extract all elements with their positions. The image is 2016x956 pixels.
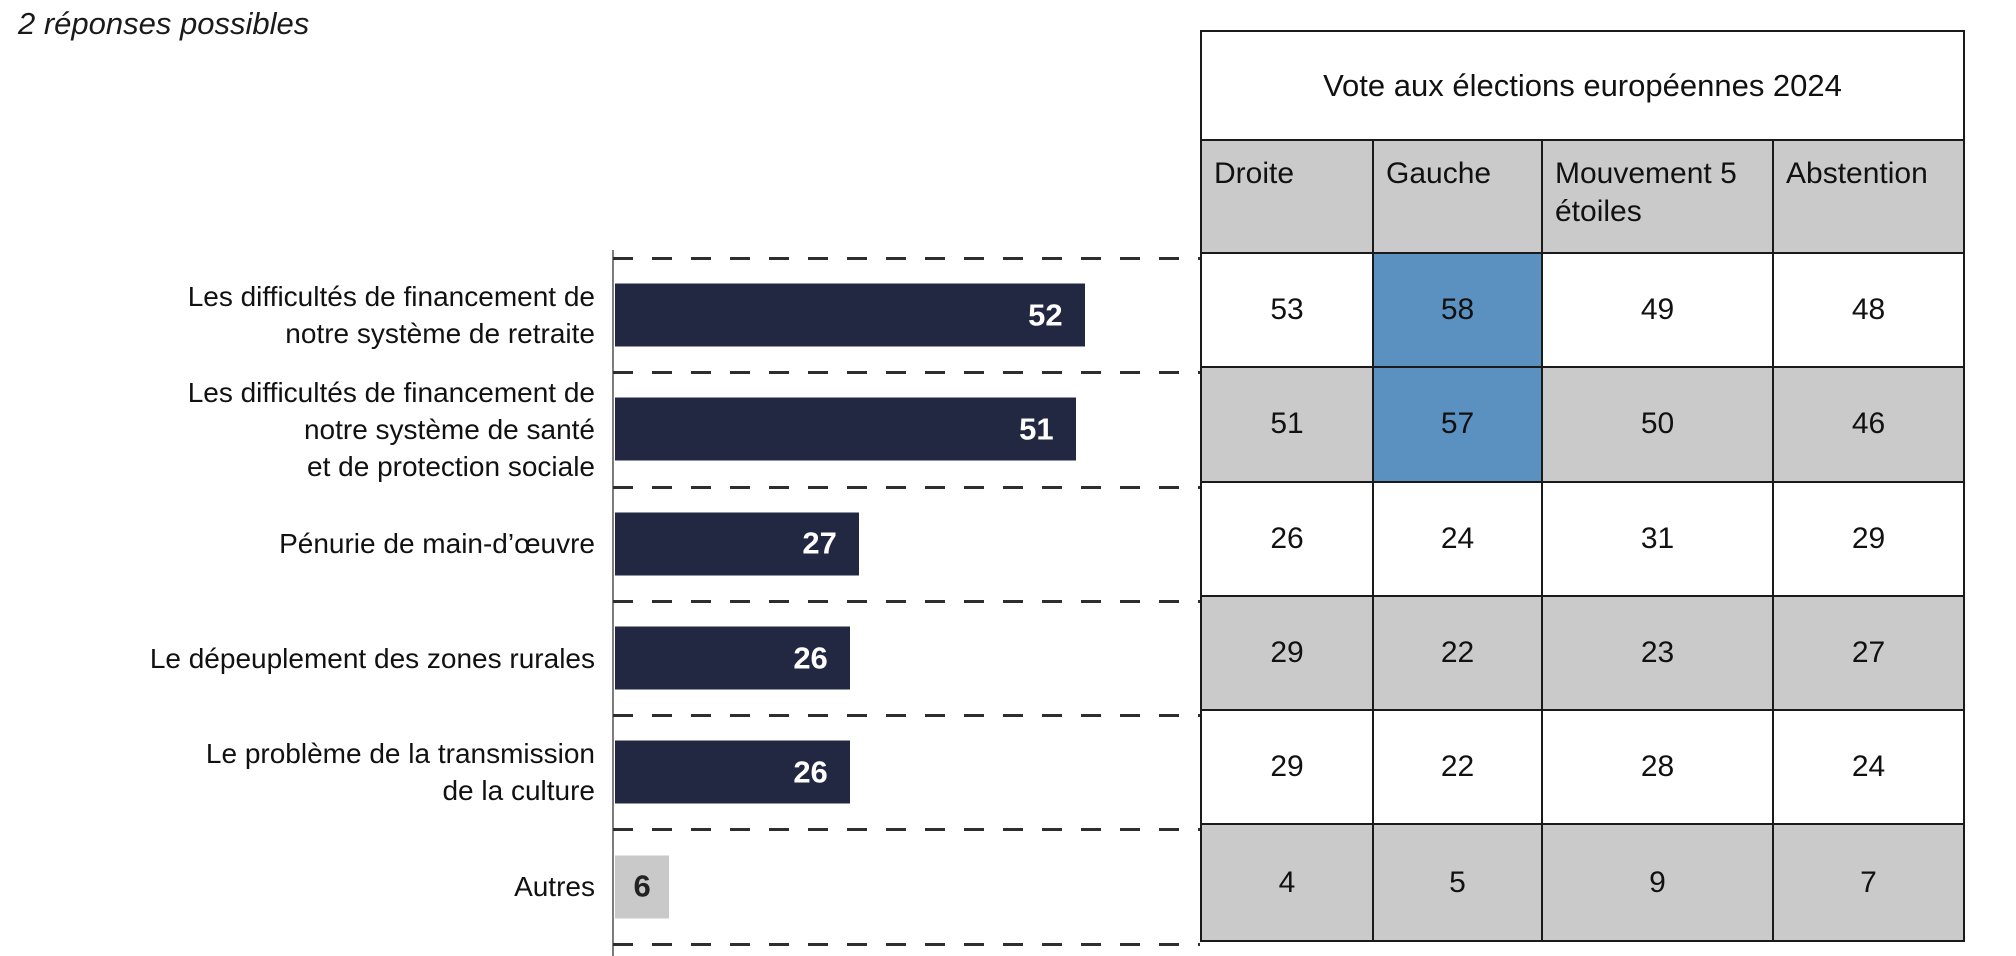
chart-row: Autres 6: [0, 828, 1200, 943]
bar-category-label: Les difficultés de financement de notre …: [187, 281, 595, 350]
table-cell: 29: [1202, 711, 1374, 826]
dashed-gridline: [613, 371, 1200, 375]
bar-value-label: 27: [802, 525, 837, 561]
table-cell: 57: [1374, 368, 1543, 483]
bar-category-label: Autres: [514, 871, 595, 903]
dashed-gridline: [613, 828, 1200, 832]
table-cell: 26: [1202, 482, 1374, 597]
bar-value-label: 51: [1019, 411, 1054, 447]
bar: 6: [615, 855, 670, 919]
bar-value-label: 6: [633, 868, 651, 904]
table-cell: 22: [1374, 711, 1543, 826]
bar: 52: [615, 283, 1085, 347]
bar: 26: [615, 626, 850, 690]
table-cell: 29: [1202, 596, 1374, 712]
table-cell: 27: [1774, 596, 1963, 712]
table-cell: 48: [1774, 254, 1963, 369]
chart-row: Pénurie de main-d’œuvre 27: [0, 485, 1200, 601]
bar: 51: [615, 397, 1076, 461]
table-cell: 24: [1774, 711, 1963, 826]
table-cell: 58: [1374, 254, 1543, 369]
table-cell: 23: [1543, 596, 1774, 712]
vote-breakdown-table: Vote aux élections européennes 2024 Droi…: [1200, 30, 1965, 942]
column-header-mouvement-5-etoiles: Mouvement 5 étoiles: [1543, 141, 1774, 254]
chart-row: Le problème de la transmission de la cul…: [0, 714, 1200, 829]
dashed-gridline: [613, 485, 1200, 489]
table-cell: 7: [1774, 825, 1963, 940]
table-cell: 22: [1374, 596, 1543, 712]
table-cell: 49: [1543, 254, 1774, 369]
column-header-droite: Droite: [1202, 141, 1374, 254]
bar-category-label: Le problème de la transmission de la cul…: [205, 738, 595, 807]
table-cell: 9: [1543, 825, 1774, 940]
table-cell: 28: [1543, 711, 1774, 826]
chart-axis-line: [612, 250, 614, 956]
bar-value-label: 26: [793, 754, 828, 790]
chart-row: Le dépeuplement des zones rurales 26: [0, 599, 1200, 715]
bar-category-label: Le dépeuplement des zones rurales: [149, 642, 595, 674]
table-cell: 24: [1374, 482, 1543, 597]
dashed-gridline: [613, 943, 1200, 946]
bar-value-label: 26: [793, 640, 828, 676]
table-cell: 53: [1202, 254, 1374, 369]
bar: 26: [615, 740, 850, 804]
bar: 27: [615, 512, 859, 576]
table-cell: 31: [1543, 482, 1774, 597]
chart-row: Les difficultés de financement de notre …: [0, 371, 1200, 486]
table-title: Vote aux élections européennes 2024: [1202, 32, 1963, 141]
table-cell: 5: [1374, 825, 1543, 940]
table-cell: 46: [1774, 368, 1963, 483]
table-cell: 29: [1774, 482, 1963, 597]
table-cell: 4: [1202, 825, 1374, 940]
column-header-gauche: Gauche: [1374, 141, 1543, 254]
chart-row: Les difficultés de financement de notre …: [0, 257, 1200, 372]
table-cell: 50: [1543, 368, 1774, 483]
column-header-abstention: Abstention: [1774, 141, 1963, 254]
dashed-gridline: [613, 599, 1200, 603]
bar-category-label: Pénurie de main-d’œuvre: [279, 528, 595, 560]
bar-category-label: Les difficultés de financement de notre …: [187, 376, 595, 482]
horizontal-bar-chart: Les difficultés de financement de notre …: [0, 257, 1200, 946]
bar-value-label: 52: [1028, 297, 1063, 333]
dashed-gridline: [613, 714, 1200, 718]
table-cell: 51: [1202, 368, 1374, 483]
chart-note: 2 réponses possibles: [18, 6, 310, 41]
dashed-gridline: [613, 257, 1200, 260]
